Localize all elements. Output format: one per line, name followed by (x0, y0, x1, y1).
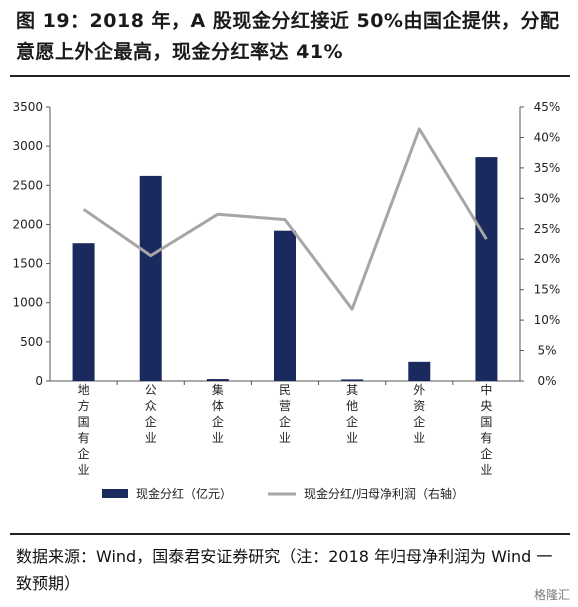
figure-title: 图 19：2018 年，A 股现金分红接近 50%由国企提供，分配意愿上外企最高… (16, 10, 560, 63)
title-divider (10, 75, 570, 77)
left-tick-label: 2000 (12, 217, 43, 231)
source-divider (10, 533, 570, 535)
right-tick-label: 25% (534, 222, 561, 236)
right-tick-label: 35% (534, 161, 561, 175)
category-label: 外资企业 (413, 383, 425, 445)
legend-label-line: 现金分红/归母净利润（右轴） (304, 486, 464, 501)
right-tick-label: 10% (534, 313, 561, 327)
legend-label-bar: 现金分红（亿元） (136, 486, 232, 501)
bar (408, 361, 431, 381)
bar (206, 379, 229, 381)
left-tick-label: 3500 (12, 100, 43, 114)
right-tick-label: 45% (534, 100, 561, 114)
category-label: 其他企业 (346, 383, 358, 445)
bar (139, 175, 162, 381)
left-tick-label: 0 (35, 374, 43, 388)
category-label: 公众企业 (145, 383, 157, 445)
bar (475, 157, 498, 381)
left-tick-label: 3000 (12, 139, 43, 153)
category-label: 集体企业 (212, 382, 224, 445)
bar (72, 243, 95, 381)
legend-swatch-bar (102, 489, 128, 498)
source-note: 数据来源：Wind，国泰君安证券研究（注：2018 年归母净利润为 Wind 一… (16, 547, 553, 593)
left-tick-label: 1500 (12, 257, 43, 271)
watermark: 格隆汇 (533, 588, 570, 602)
left-tick-label: 1000 (12, 296, 43, 310)
left-tick-label: 500 (20, 335, 43, 349)
bar (274, 230, 296, 381)
right-tick-label: 0% (537, 374, 556, 388)
right-tick-label: 20% (534, 252, 561, 266)
left-tick-label: 2500 (12, 178, 43, 192)
right-tick-label: 5% (537, 344, 556, 358)
right-tick-label: 15% (534, 283, 561, 297)
payout-ratio-line (82, 127, 488, 311)
category-label: 民营企业 (279, 383, 291, 445)
category-label: 地方国有企业 (78, 383, 90, 477)
category-label: 中央国有企业 (480, 382, 492, 477)
bar (341, 379, 364, 381)
right-tick-label: 40% (534, 130, 561, 144)
right-tick-label: 30% (534, 191, 561, 205)
chart: 0 500 1000 1500 2000 2500 3000 3500 0% 5% 10% 15% 20… (12, 100, 561, 501)
